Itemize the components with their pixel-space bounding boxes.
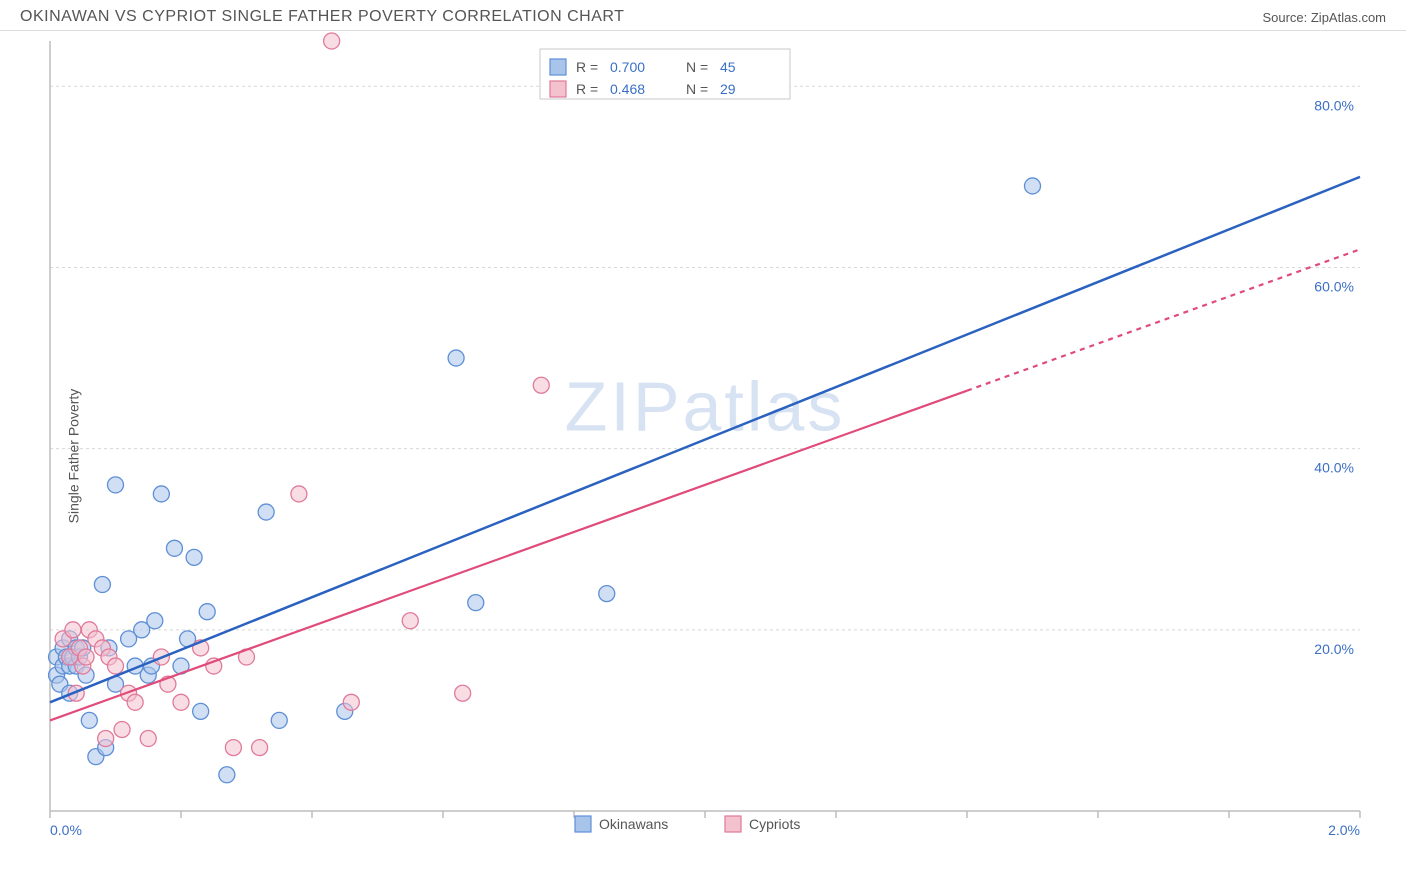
scatter-chart: 20.0% 40.0% 60.0% 80.0% ZIPatlas 0.0% 2.0% R = 0… bbox=[0, 31, 1406, 881]
legend-n-label: N = bbox=[686, 59, 708, 75]
data-point bbox=[114, 721, 130, 737]
series-swatch bbox=[575, 816, 591, 832]
y-tick-label: 80.0% bbox=[1314, 97, 1354, 113]
legend-swatch bbox=[550, 81, 566, 97]
data-point bbox=[455, 685, 471, 701]
series-name: Cypriots bbox=[749, 816, 800, 832]
data-point bbox=[271, 712, 287, 728]
data-point bbox=[81, 712, 97, 728]
legend-r-label: R = bbox=[576, 81, 598, 97]
data-point bbox=[252, 740, 268, 756]
legend-r-value: 0.468 bbox=[610, 81, 645, 97]
y-tick-label: 20.0% bbox=[1314, 641, 1354, 657]
data-point bbox=[343, 694, 359, 710]
data-point bbox=[173, 694, 189, 710]
data-point bbox=[258, 504, 274, 520]
data-point bbox=[147, 613, 163, 629]
source-attribution: Source: ZipAtlas.com bbox=[1262, 10, 1386, 25]
chart-area: Single Father Poverty 20.0% 40.0% 60.0% 80.… bbox=[0, 31, 1406, 881]
trend-line bbox=[50, 177, 1360, 702]
data-point bbox=[166, 540, 182, 556]
data-point bbox=[533, 377, 549, 393]
data-point bbox=[193, 703, 209, 719]
data-point bbox=[599, 586, 615, 602]
data-point bbox=[1025, 178, 1041, 194]
data-point bbox=[108, 477, 124, 493]
data-point bbox=[127, 694, 143, 710]
chart-header: OKINAWAN VS CYPRIOT SINGLE FATHER POVERT… bbox=[0, 0, 1406, 31]
data-point bbox=[199, 604, 215, 620]
data-point bbox=[140, 731, 156, 747]
legend-r-label: R = bbox=[576, 59, 598, 75]
data-point bbox=[98, 731, 114, 747]
data-point bbox=[291, 486, 307, 502]
legend-n-value: 29 bbox=[720, 81, 736, 97]
series-name: Okinawans bbox=[599, 816, 668, 832]
legend-n-label: N = bbox=[686, 81, 708, 97]
chart-title: OKINAWAN VS CYPRIOT SINGLE FATHER POVERT… bbox=[20, 8, 624, 26]
series-swatch bbox=[725, 816, 741, 832]
x-tick-label: 0.0% bbox=[50, 822, 82, 838]
data-point bbox=[468, 595, 484, 611]
data-point bbox=[225, 740, 241, 756]
data-point bbox=[108, 658, 124, 674]
data-point bbox=[219, 767, 235, 783]
legend-r-value: 0.700 bbox=[610, 59, 645, 75]
y-tick-label: 60.0% bbox=[1314, 278, 1354, 294]
legend-swatch bbox=[550, 59, 566, 75]
legend-n-value: 45 bbox=[720, 59, 736, 75]
data-point bbox=[402, 613, 418, 629]
trend-line-extrap bbox=[967, 249, 1360, 390]
data-point bbox=[186, 549, 202, 565]
data-point bbox=[448, 350, 464, 366]
watermark: ZIPatlas bbox=[565, 368, 846, 446]
y-axis-label: Single Father Poverty bbox=[65, 389, 81, 524]
data-point bbox=[65, 622, 81, 638]
data-point bbox=[324, 33, 340, 49]
data-point bbox=[78, 649, 94, 665]
x-tick-label: 2.0% bbox=[1328, 822, 1360, 838]
data-point bbox=[94, 577, 110, 593]
data-point bbox=[153, 486, 169, 502]
y-tick-label: 40.0% bbox=[1314, 460, 1354, 476]
